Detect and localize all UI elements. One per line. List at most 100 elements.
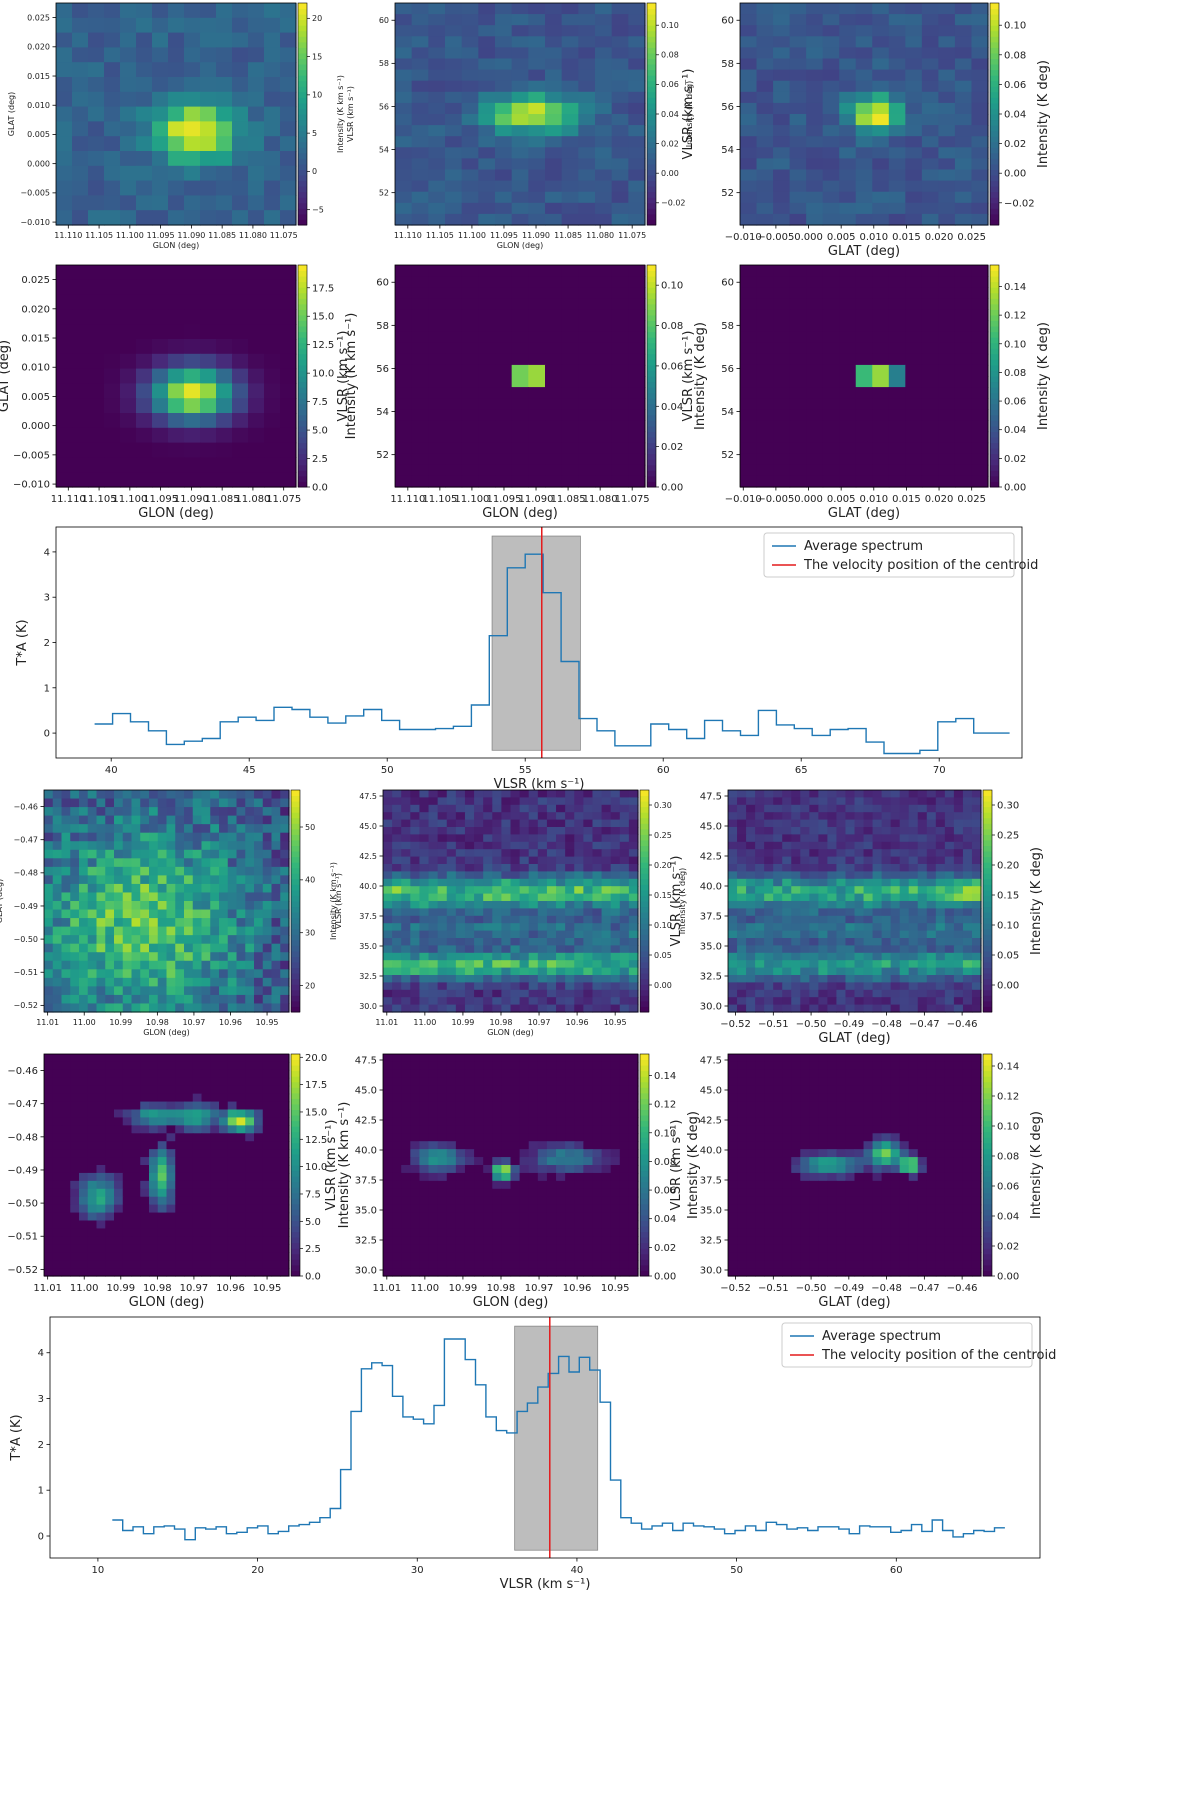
heatmap-cell [908, 975, 919, 983]
heatmap-cell [556, 1004, 566, 1013]
heatmap-cell [565, 952, 575, 961]
heatmap-cell [478, 265, 496, 277]
heatmap-cell [166, 994, 176, 1005]
heatmap-cell [578, 376, 596, 388]
heatmap-cell [175, 798, 185, 808]
heatmap-cell [478, 298, 496, 310]
heatmap-cell [248, 165, 265, 182]
colorbar-segment [647, 364, 656, 371]
colorbar-segment [298, 342, 307, 349]
x-tick-label: −0.005 [757, 232, 794, 243]
heatmap-cell [619, 997, 630, 1006]
heatmap-cell [478, 136, 496, 148]
colorbar-segment [298, 459, 307, 466]
heatmap-cell [495, 464, 513, 477]
heatmap-cell [818, 841, 828, 850]
heatmap-cell [746, 945, 756, 954]
heatmap-cell [926, 790, 937, 798]
heatmap-cell [839, 442, 857, 455]
heatmap-cell [88, 472, 105, 488]
heatmap-cell [72, 472, 89, 488]
heatmap-cell [890, 967, 901, 976]
heatmap-cell [971, 409, 989, 421]
heatmap-cell [88, 457, 105, 473]
heatmap-cell [836, 997, 847, 1006]
heatmap-cell [280, 165, 297, 182]
heatmap-cell [888, 136, 906, 148]
heatmap-cell [114, 849, 124, 859]
heatmap-cell [210, 935, 220, 945]
heatmap-cell [789, 475, 807, 488]
heatmap-cell [280, 909, 290, 919]
heatmap-cell [546, 812, 557, 821]
heatmap-cell [72, 383, 89, 399]
heatmap-cell [872, 923, 883, 932]
colorbar-segment [298, 464, 307, 471]
heatmap-cell [478, 442, 496, 455]
heatmap-cell [501, 878, 512, 887]
heatmap-cell [921, 14, 939, 26]
heatmap-cell [938, 14, 956, 26]
heatmap-cell [455, 908, 466, 917]
heatmap-cell [537, 975, 548, 983]
heatmap-cell [88, 165, 105, 182]
colorbar-segment [990, 470, 999, 477]
heatmap-cell [908, 930, 919, 939]
heatmap-cell [428, 158, 446, 171]
heatmap-cell [938, 114, 956, 126]
heatmap-cell [872, 125, 890, 137]
heatmap-cell [411, 14, 429, 26]
heatmap-cell [419, 952, 430, 961]
heatmap-cell [61, 892, 71, 902]
colorbar-segment [291, 912, 300, 919]
heatmap-cell [921, 431, 939, 444]
heatmap-cell [428, 320, 446, 333]
heatmap-cell [61, 943, 71, 953]
heatmap-cell [561, 136, 579, 148]
heatmap-cell [70, 790, 80, 800]
heatmap-cell [175, 892, 185, 902]
heatmap-cell [264, 106, 281, 122]
heatmap-cell [789, 320, 807, 333]
heatmap-cell [737, 997, 747, 1006]
heatmap-cell [755, 930, 765, 939]
heatmap-cell [428, 265, 446, 277]
heatmap-cell [809, 797, 819, 806]
colorbar-segment [647, 292, 656, 299]
heatmap-cell [546, 945, 557, 954]
colorbar-segment [298, 191, 307, 198]
heatmap-cell [492, 893, 502, 902]
x-tick-label: 10.98 [146, 1018, 169, 1027]
heatmap-cell [773, 827, 783, 835]
heatmap-cell [105, 952, 115, 962]
heatmap-cell [954, 69, 973, 82]
heatmap-cell [578, 475, 596, 488]
heatmap-cell [70, 883, 80, 894]
heatmap-cell [262, 960, 273, 970]
heatmap-cell [61, 832, 71, 842]
heatmap-cell [166, 901, 176, 911]
heatmap-cell [104, 91, 121, 108]
heatmap-cell [592, 915, 603, 924]
colorbar-segment [298, 453, 307, 460]
heatmap-cell [737, 938, 747, 946]
heatmap-cell [271, 832, 281, 842]
y-tick-label: 0.015 [21, 334, 50, 345]
colorbar-tick-label: 15.0 [312, 312, 334, 323]
heatmap-cell [96, 807, 106, 817]
heatmap-cell [888, 36, 906, 48]
heatmap-cell [806, 125, 824, 137]
heatmap-cell [216, 121, 233, 137]
heatmap-cell [628, 169, 646, 182]
heatmap-cell [474, 960, 484, 969]
heatmap-cell [61, 858, 71, 868]
heatmap-cell [546, 827, 557, 835]
heatmap-cell [52, 841, 63, 851]
heatmap-cell [474, 849, 484, 858]
heatmap-cell [556, 960, 566, 969]
heatmap-cell [938, 25, 956, 37]
heatmap-cell [938, 342, 956, 355]
heatmap-cell [104, 457, 121, 473]
heatmap-cell [474, 915, 484, 924]
heatmap-cell [611, 136, 629, 148]
